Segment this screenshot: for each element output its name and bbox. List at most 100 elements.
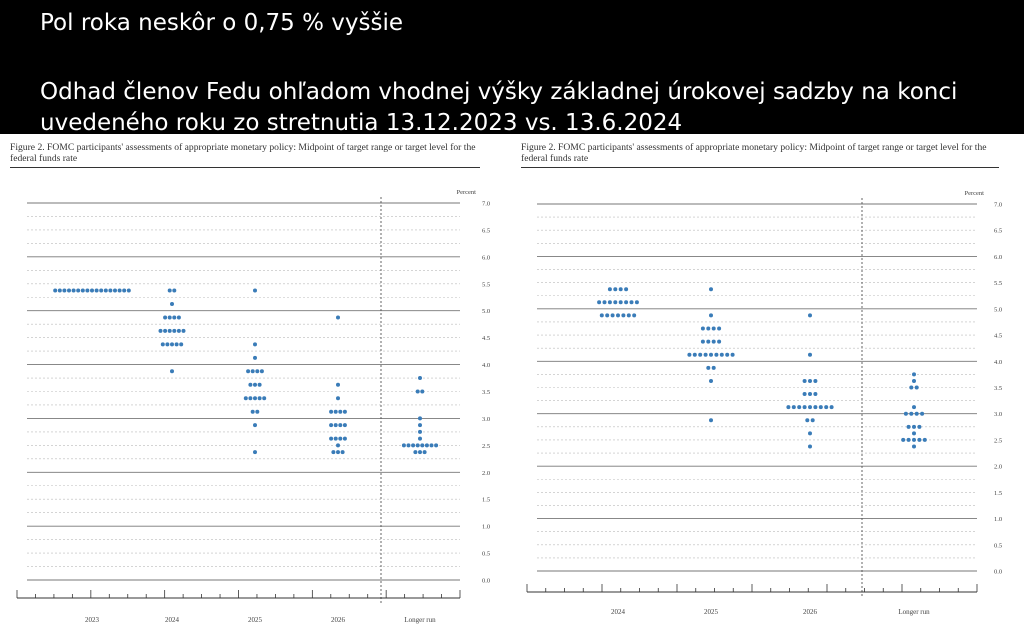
left-ytick-label: 5.5 xyxy=(482,281,490,288)
left-dot-2025 xyxy=(253,450,257,455)
left-dot-2025 xyxy=(248,382,253,387)
left-dot-2025 xyxy=(257,396,262,401)
left-dot-2026 xyxy=(338,409,343,414)
right-dot-2026 xyxy=(824,405,829,410)
left-dot-2023 xyxy=(62,288,67,293)
left-dot-2025 xyxy=(253,342,257,347)
right-dot-2026 xyxy=(813,405,818,410)
right-dot-2025 xyxy=(687,352,692,357)
right-ylabel: Percent xyxy=(965,190,985,197)
right-dot-longer-run xyxy=(906,437,911,442)
right-dot-2025 xyxy=(719,352,724,357)
left-dot-2024 xyxy=(163,315,168,320)
right-dot-2026 xyxy=(808,444,812,449)
headline-banner: Pol roka neskôr o 0,75 % vyššie Odhad čl… xyxy=(0,0,1024,136)
right-xtick-2024: 2024 xyxy=(611,608,626,616)
right-dot-2024 xyxy=(626,313,631,318)
right-dot-2025 xyxy=(717,326,722,331)
left-dot-2023 xyxy=(103,288,108,293)
left-ytick-label: 6.0 xyxy=(482,254,490,261)
right-dot-2026 xyxy=(802,378,807,383)
left-dot-2025 xyxy=(255,369,260,374)
left-dot-2023 xyxy=(90,288,94,293)
right-dot-2026 xyxy=(813,378,818,383)
right-dot-longer-run xyxy=(909,385,914,390)
right-ytick-label: 3.5 xyxy=(994,385,1002,392)
left-dot-longer-run xyxy=(406,443,411,448)
chart-left-title: Figure 2. FOMC participants' assessments… xyxy=(10,142,476,164)
left-dot-2025 xyxy=(253,288,257,293)
left-dot-2023 xyxy=(80,288,85,293)
left-dot-2023 xyxy=(126,288,131,293)
left-dot-2025 xyxy=(255,409,260,414)
right-ytick-label: 5.5 xyxy=(994,280,1002,287)
right-ytick-label: 4.5 xyxy=(994,333,1002,340)
right-dot-2026 xyxy=(791,405,796,410)
left-dot-2025 xyxy=(259,369,264,374)
left-dot-2023 xyxy=(85,288,90,293)
right-dot-2024 xyxy=(597,300,602,305)
left-ytick-label: 0.0 xyxy=(482,578,490,585)
left-dot-2024 xyxy=(167,315,172,320)
right-dot-2024 xyxy=(613,287,618,292)
left-ytick-label: 4.0 xyxy=(482,362,490,369)
right-dot-2024 xyxy=(629,300,634,305)
left-dot-2023 xyxy=(71,288,76,293)
right-dot-2026 xyxy=(808,352,812,357)
right-dot-longer-run xyxy=(914,385,919,390)
left-dot-2026 xyxy=(338,436,343,441)
right-dot-2025 xyxy=(709,418,713,423)
left-dot-longer-run xyxy=(420,389,425,394)
right-dot-2024 xyxy=(607,300,612,305)
right-dot-2024 xyxy=(624,287,629,292)
right-dot-2025 xyxy=(725,352,730,357)
right-dot-2025 xyxy=(698,352,703,357)
left-ytick-label: 2.5 xyxy=(482,443,490,450)
left-xtick-longer-run: Longer run xyxy=(404,616,436,624)
right-dot-longer-run xyxy=(917,437,922,442)
left-dot-2024 xyxy=(174,342,179,347)
right-ytick-label: 2.0 xyxy=(994,464,1002,471)
left-dot-2026 xyxy=(342,409,347,414)
right-dot-2026 xyxy=(810,418,815,423)
left-dot-2024 xyxy=(172,328,177,333)
right-ytick-label: 1.5 xyxy=(994,490,1002,497)
left-dot-longer-run xyxy=(418,436,422,441)
right-dot-2025 xyxy=(703,352,708,357)
left-dot-2026 xyxy=(333,423,338,428)
left-dot-2026 xyxy=(336,443,340,448)
left-dot-2024 xyxy=(165,342,170,347)
left-dot-2026 xyxy=(336,382,340,387)
left-dot-2025 xyxy=(253,355,257,360)
right-dot-longer-run xyxy=(912,372,916,377)
left-dot-2025 xyxy=(250,369,255,374)
right-dot-longer-run xyxy=(912,424,916,429)
right-dot-2026 xyxy=(813,392,818,397)
left-dot-2026 xyxy=(333,409,338,414)
left-dot-2026 xyxy=(342,423,347,428)
chart-right: 0.0 0.5 1.0 1.5 2.0 2.5 3.0 3.5 4.0 4.5 5.0 5.5 6.0 6… xyxy=(526,190,1002,616)
left-xtick-2024: 2024 xyxy=(165,616,180,624)
right-dot-longer-run xyxy=(903,411,908,416)
right-dot-2025 xyxy=(711,326,716,331)
left-dot-2024 xyxy=(167,288,172,293)
left-dot-2024 xyxy=(176,328,181,333)
right-dot-2025 xyxy=(706,339,711,344)
left-dot-2025 xyxy=(253,423,257,428)
left-dot-2024 xyxy=(176,315,181,320)
left-dot-longer-run xyxy=(418,416,422,421)
left-dot-2024 xyxy=(158,328,163,333)
right-dot-2024 xyxy=(605,313,610,318)
left-dot-2023 xyxy=(57,288,62,293)
left-dot-longer-run xyxy=(418,429,422,434)
left-dot-longer-run xyxy=(418,450,422,455)
headline: Pol roka neskôr o 0,75 % vyššie xyxy=(40,10,404,36)
left-dot-2023 xyxy=(99,288,104,293)
right-dot-2025 xyxy=(706,326,711,331)
left-dot-longer-run xyxy=(429,443,434,448)
left-dot-2024 xyxy=(170,301,174,306)
right-ytick-label: 5.0 xyxy=(994,306,1002,313)
right-ytick-label: 4.0 xyxy=(994,359,1002,366)
left-ytick-label: 1.5 xyxy=(482,497,490,504)
chart-left-title-rule xyxy=(10,167,480,168)
